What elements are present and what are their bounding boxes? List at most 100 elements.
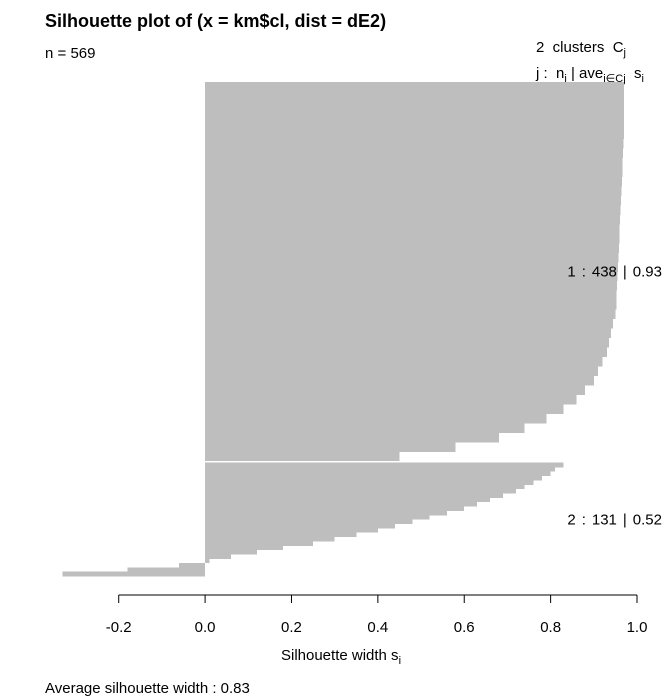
cluster-label: 1:438 | 0.93 [567, 263, 662, 280]
silhouette-bar [205, 138, 624, 149]
footer-value: 0.83 [221, 680, 250, 697]
cluster-label-part: 1 [567, 263, 575, 280]
silhouette-bar [205, 554, 232, 559]
silhouette-bar [205, 176, 622, 187]
legend-header-text: | ave [567, 65, 603, 82]
cluster-label-part: 0.93 [633, 263, 662, 280]
silhouette-bar [205, 366, 599, 376]
cluster-label-part: 2 [567, 511, 575, 528]
legend-header-text: j : n [535, 65, 564, 82]
silhouette-bar [205, 252, 619, 263]
legend-header-sub: j [623, 47, 626, 59]
silhouette-bar [205, 541, 314, 546]
silhouette-bar [205, 100, 625, 111]
cluster-label-part: 438 [592, 263, 617, 280]
silhouette-bar [205, 423, 525, 433]
silhouette-bar [205, 167, 623, 178]
silhouette-bar [205, 129, 625, 140]
silhouette-bar [205, 280, 618, 291]
x-tick-label: 0.2 [281, 619, 302, 636]
silhouette-bar [62, 571, 206, 577]
silhouette-bar [205, 532, 357, 538]
x-tick-label: 1.0 [627, 619, 648, 636]
silhouette-bar [205, 506, 465, 511]
silhouette-bar [205, 328, 612, 339]
silhouette-bar [205, 214, 621, 225]
silhouette-bar [205, 233, 620, 244]
silhouette-bar [205, 441, 456, 452]
silhouette-bar [205, 471, 551, 477]
silhouette-bar [205, 480, 534, 485]
silhouette-bar [205, 205, 621, 215]
footer-label: Average silhouette width : [45, 680, 221, 697]
silhouette-bar [205, 375, 594, 386]
silhouette-bar [205, 484, 525, 490]
cluster-label-part: 0.52 [633, 511, 662, 528]
x-axis-label: Silhouette width si [281, 647, 401, 667]
cluster-label-part: | [623, 263, 627, 280]
silhouette-bar [205, 157, 623, 168]
cluster-label-part: | [623, 511, 627, 528]
n-value: 569 [70, 45, 95, 62]
silhouette-bar [205, 347, 607, 358]
chart-title: Silhouette plot of (x = km$cl, dist = dE… [45, 11, 386, 31]
silhouette-bar [205, 404, 564, 414]
silhouette-bar [205, 356, 603, 367]
silhouette-bar [205, 497, 491, 503]
legend-header-sub: j [563, 73, 566, 85]
silhouette-bar [205, 318, 614, 329]
x-tick-label: 0.0 [195, 619, 216, 636]
silhouette-bar [205, 394, 577, 405]
footer: Average silhouette width : 0.83 [45, 680, 250, 697]
silhouette-bar [205, 195, 622, 206]
x-tick-label: 0.8 [540, 619, 561, 636]
cluster-label-part: : [582, 263, 586, 280]
silhouette-bar [205, 451, 400, 462]
silhouette-bar [205, 549, 257, 555]
x-axis-label-text: Silhouette width s [281, 647, 399, 664]
silhouette-bar [205, 523, 396, 529]
n-label: n = 569 [45, 45, 95, 62]
silhouette-bar [205, 385, 586, 395]
silhouette-bar [205, 110, 625, 121]
x-axis-label-sub: i [399, 655, 401, 667]
silhouette-bar [205, 510, 447, 516]
x-tick-label: 0.4 [367, 619, 388, 636]
silhouette-bar [205, 501, 478, 507]
silhouette-bar [205, 186, 622, 196]
silhouette-bar [205, 243, 619, 253]
silhouette-bar [205, 82, 625, 92]
cluster-label-part: : [582, 511, 586, 528]
silhouette-bar [205, 493, 504, 498]
legend-header-sub: i [642, 73, 644, 85]
silhouette-bar [205, 519, 413, 524]
x-tick-label: -0.2 [106, 619, 132, 636]
silhouette-bar [205, 558, 210, 564]
silhouette-bar [205, 119, 625, 130]
silhouette-bar [205, 475, 542, 481]
silhouette-bar [205, 271, 618, 282]
silhouette-bar [205, 261, 618, 272]
silhouette-bar [205, 148, 624, 159]
silhouette-bar [205, 290, 617, 301]
silhouette-bar [205, 224, 620, 234]
silhouette-bar [205, 514, 430, 520]
silhouette-bar [205, 536, 335, 542]
silhouette-bar [205, 462, 564, 468]
silhouette-bar [205, 545, 283, 551]
cluster-label-part: 131 [592, 511, 617, 528]
legend-header-text: s [626, 65, 642, 82]
silhouette-bar [205, 467, 555, 472]
silhouette-bar [205, 528, 378, 533]
silhouette-bar [205, 432, 499, 443]
silhouette-bar [179, 562, 206, 568]
silhouette-bar [205, 413, 547, 424]
legend-header-1: 2 clusters Cj [536, 39, 626, 59]
silhouette-bar [205, 309, 616, 320]
x-tick-label: 0.6 [454, 619, 475, 636]
silhouette-bar [205, 299, 617, 310]
silhouette-bar [127, 567, 206, 572]
silhouette-bar [205, 91, 625, 102]
silhouette-bar [205, 337, 609, 348]
